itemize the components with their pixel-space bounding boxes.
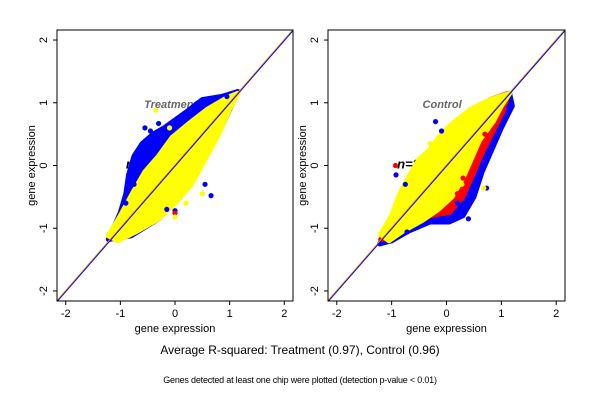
data-point [482, 131, 488, 137]
r-squared-caption: Average R-squared: Treatment (0.97), Con… [160, 343, 440, 357]
data-point [199, 191, 205, 197]
x-tick-label: 1 [498, 308, 504, 320]
data-point [131, 181, 137, 187]
data-point [166, 125, 173, 131]
y-axis-label: gene expression [297, 125, 309, 206]
reference-line [328, 30, 565, 301]
data-point [142, 125, 148, 131]
y-tick-label: 1 [38, 100, 50, 106]
x-tick-label: 2 [281, 308, 287, 320]
data-point [208, 193, 214, 199]
data-point [224, 93, 230, 100]
data-point [153, 107, 159, 113]
data-point [462, 205, 468, 211]
x-tick-label: 1 [227, 308, 233, 320]
data-point [471, 194, 477, 200]
x-tick-label: 0 [443, 308, 449, 320]
footnote-caption: Genes detected at least one chip were pl… [163, 375, 437, 385]
group-annotation: Treatment [144, 99, 198, 111]
panel-treatment: n=3Treatment -2 -1 0 1 2 -2 -1 0 1 2 gene expressio… [26, 29, 294, 335]
data-point [164, 206, 170, 213]
y-tick-label: 2 [309, 37, 321, 43]
y-tick-label: -1 [309, 223, 321, 233]
x-tick-label: 2 [553, 308, 559, 320]
data-point [402, 181, 408, 187]
data-point [427, 140, 433, 147]
x-tick-label: -2 [61, 308, 71, 320]
data-point [465, 216, 472, 222]
y-tick-label: 2 [38, 37, 50, 43]
data-point [135, 156, 141, 162]
data-point [400, 194, 406, 200]
x-tick-label: -2 [332, 308, 342, 320]
data-point [447, 218, 453, 224]
data-point [156, 120, 162, 127]
reference-line [57, 30, 293, 301]
data-point [172, 210, 178, 216]
data-point [438, 128, 445, 134]
y-tick-label: -2 [38, 286, 50, 296]
group-annotation: Control [423, 99, 463, 111]
x-axis-label: gene expression [135, 323, 216, 335]
data-point [454, 191, 461, 197]
data-point [202, 181, 208, 187]
data-point [481, 185, 487, 191]
x-axis-label: gene expression [406, 323, 487, 335]
data-point [126, 172, 132, 178]
data-point [505, 105, 512, 111]
data-point [392, 162, 399, 169]
plot-area: n=3Treatment [57, 30, 293, 301]
data-point [459, 181, 465, 187]
reference-line [328, 30, 565, 301]
y-tick-label: -1 [38, 223, 50, 233]
data-point [460, 175, 466, 181]
data-point [454, 200, 461, 206]
y-tick-label: 1 [309, 100, 321, 106]
data-point [123, 200, 129, 206]
data-point [393, 172, 399, 178]
data-point [183, 200, 189, 206]
reference-line [57, 30, 293, 301]
y-tick-label: 0 [309, 162, 321, 168]
data-point [172, 214, 178, 220]
x-tick-label: -1 [115, 308, 125, 320]
data-point [446, 194, 452, 200]
data-point [147, 128, 154, 134]
data-point [432, 118, 439, 125]
x-tick-label: -1 [387, 308, 397, 320]
x-tick-label: 0 [172, 308, 178, 320]
y-tick-label: -2 [309, 286, 321, 296]
data-point [404, 229, 410, 235]
y-axis-label: gene expression [26, 125, 38, 206]
y-tick-label: 0 [38, 162, 50, 168]
